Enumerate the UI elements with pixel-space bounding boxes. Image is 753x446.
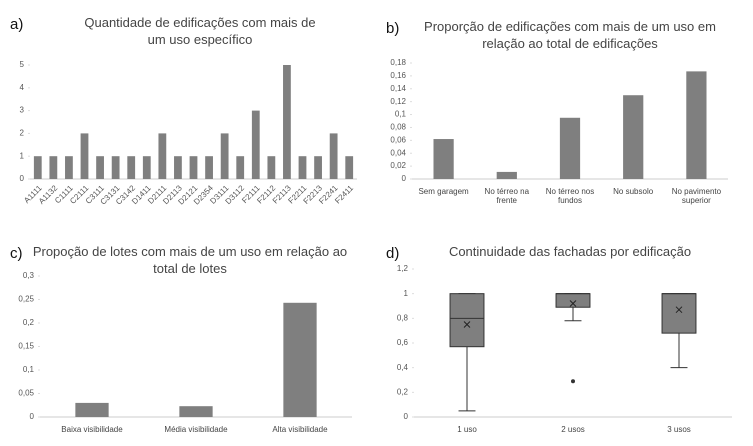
- chart: 0 0,02 0,04 0,06 0,08 0,1 0,12 0,14 0,16 0,18: [390, 58, 728, 183]
- y-tick-label: 1: [404, 289, 409, 298]
- mean-marker: [675, 306, 683, 314]
- bar: [345, 156, 354, 179]
- x-tick-label: No térreo nos fundos: [545, 187, 595, 205]
- x-tick-label: 2 usos: [561, 425, 585, 434]
- y-tick-label: 0,8: [397, 313, 409, 322]
- bar: [220, 133, 229, 179]
- chart-title: Proporção de edificações com mais de um …: [424, 19, 716, 51]
- chart-title: Propoção de lotes com mais de um uso em …: [32, 244, 348, 276]
- chart: 012345A1111A1132C1111C2111C3111C3131C314…: [20, 60, 357, 207]
- y-tick-label: 0,05: [18, 389, 34, 398]
- y-tick-label: 0,3: [23, 271, 35, 280]
- y-tick-label: 5: [20, 60, 25, 69]
- bar: [205, 156, 213, 179]
- bar: [65, 156, 73, 179]
- y-tick-label: 3: [20, 106, 25, 115]
- bar: [267, 156, 276, 179]
- y-tick-label: 0,2: [397, 387, 409, 396]
- whisker: [564, 307, 582, 322]
- box: [555, 293, 591, 308]
- panel: 0 0,2 0,4 0,6 0,8 1 1,2 d) Continuidade das fach…: [376, 223, 752, 446]
- bar: [80, 133, 89, 179]
- panel-label: c): [10, 245, 23, 262]
- bar: [496, 171, 517, 179]
- x-tick-label: Média visibilidade: [164, 425, 228, 434]
- panel-label: b): [386, 20, 400, 37]
- y-tick-label: 0,16: [390, 71, 406, 80]
- x-tick-label: Alta visibilidade: [272, 425, 328, 434]
- whisker: [458, 346, 476, 412]
- panel: 0 0,05 0,1 0,15 0,2 0,25 0,3 c) Propoção de lote…: [0, 223, 376, 446]
- x-tick-label: F2411: [333, 183, 355, 205]
- chart: 0 0,05 0,1 0,15 0,2 0,25 0,3: [18, 271, 352, 421]
- bar: [283, 302, 317, 417]
- y-tick-label: 1: [20, 151, 25, 160]
- bar: [142, 156, 151, 179]
- panel-label: d): [386, 245, 400, 262]
- whisker: [670, 333, 688, 369]
- y-tick-label: 0,18: [390, 58, 406, 67]
- y-tick-label: 0,1: [23, 365, 35, 374]
- bar: [75, 402, 109, 417]
- y-tick-label: 0,14: [390, 84, 406, 93]
- y-tick-label: 0,04: [390, 148, 406, 157]
- y-tick-label: 0,4: [397, 363, 409, 372]
- bar: [127, 156, 136, 179]
- y-tick-label: 2: [20, 129, 25, 138]
- panel-label: a): [10, 16, 24, 33]
- bar: [189, 156, 198, 179]
- y-tick-label: 1,2: [397, 264, 409, 273]
- x-tick-label: Baixa visibilidade: [61, 425, 123, 434]
- mean-marker: [569, 300, 577, 307]
- bar: [298, 156, 307, 179]
- x-tick-label: No subsolo: [613, 187, 654, 196]
- bar: [96, 156, 104, 179]
- y-tick-label: 0,6: [397, 338, 409, 347]
- outlier: [571, 379, 575, 384]
- bar: [179, 406, 213, 417]
- y-tick-label: 0,12: [390, 97, 406, 106]
- x-tick-label: 1 uso: [457, 425, 477, 434]
- chart-title: Continuidade das fachadas por edificação: [448, 244, 692, 259]
- y-tick-label: 4: [20, 83, 25, 92]
- y-tick-label: 0: [20, 174, 25, 183]
- bar: [49, 156, 58, 179]
- chart-title: Quantidade de edificações com mais de um…: [84, 15, 316, 47]
- y-tick-label: 0,15: [18, 342, 34, 351]
- bar: [686, 71, 707, 179]
- bar: [111, 156, 120, 179]
- bar: [33, 156, 42, 179]
- bar: [314, 156, 322, 179]
- box: [661, 293, 697, 334]
- panel: 0 1 2 3 4 5 A1111 A1132 C1111 C2111 C3111 C3131 C314…: [0, 0, 376, 223]
- mean-marker: [463, 321, 471, 328]
- x-tick-label: No pavimento superior: [671, 187, 722, 205]
- y-tick-label: 0: [404, 412, 409, 421]
- bar: [236, 156, 245, 179]
- bar: [251, 110, 260, 179]
- y-tick-label: 0,02: [390, 161, 406, 170]
- chart: 0 0,2 0,4 0,6 0,8 1 1,2: [397, 264, 732, 421]
- panel: 0 0,02 0,04 0,06 0,08 0,1 0,12 0,14 0,16 0,18 b) Pr…: [376, 0, 752, 223]
- bar: [329, 133, 338, 179]
- bar: [158, 133, 167, 179]
- y-tick-label: 0: [402, 174, 407, 183]
- box: [449, 293, 485, 348]
- bar: [283, 65, 291, 179]
- bar: [174, 156, 182, 179]
- y-tick-label: 0,2: [23, 318, 35, 327]
- y-tick-label: 0,1: [395, 110, 407, 119]
- x-tick-label: 3 usos: [667, 425, 691, 434]
- x-tick-label: Sem garagem: [418, 187, 469, 196]
- y-tick-label: 0,08: [390, 123, 406, 132]
- bar: [433, 139, 454, 179]
- x-tick-label: No térreo na frente: [484, 187, 530, 205]
- y-tick-label: 0,25: [18, 295, 34, 304]
- y-tick-label: 0,06: [390, 135, 406, 144]
- y-tick-label: 0: [30, 412, 35, 421]
- bar: [559, 117, 581, 179]
- bar: [623, 95, 644, 179]
